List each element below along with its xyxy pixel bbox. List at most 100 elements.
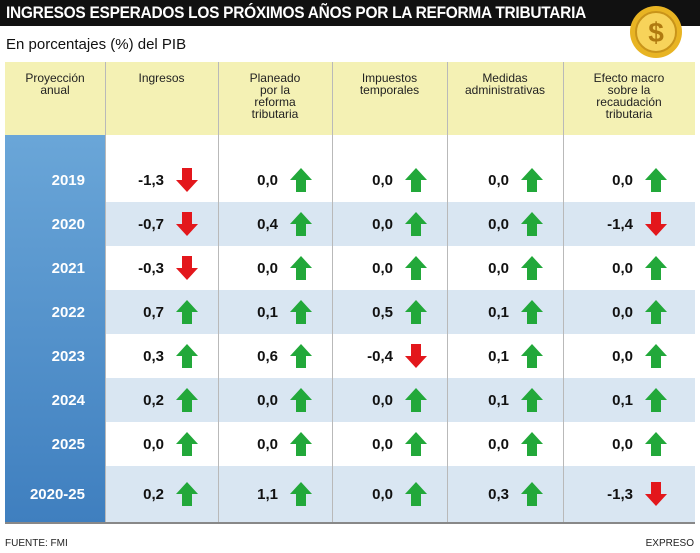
- arrow-shape: [290, 432, 312, 456]
- value-cell: 0,7: [105, 290, 218, 334]
- value: 0,0: [372, 435, 393, 453]
- value-cell: 0,0: [447, 246, 563, 290]
- year-cell: 2021: [51, 259, 85, 277]
- value: -0,3: [138, 259, 164, 277]
- value: 0,0: [257, 171, 278, 189]
- arrow-down: [176, 256, 198, 280]
- value-cell: 0,0: [218, 422, 332, 466]
- column-divider: [447, 62, 448, 522]
- value-cell: -1,4: [563, 202, 695, 246]
- value-cell: 0,0: [218, 378, 332, 422]
- value-cell: 0,1: [218, 290, 332, 334]
- arrow-up: [405, 300, 427, 324]
- value-cell: -0,3: [105, 246, 218, 290]
- arrow-up: [405, 388, 427, 412]
- arrow-down: [645, 212, 667, 236]
- arrow-shape: [176, 300, 198, 324]
- arrow-up: [405, 168, 427, 192]
- arrow-shape: [645, 482, 667, 506]
- header-text: Efecto macro sobre la recaudación tribut…: [593, 71, 665, 121]
- year-cell: 2023: [51, 347, 85, 365]
- value-cell: 0,2: [105, 466, 218, 522]
- arrow-shape: [645, 256, 667, 280]
- arrow-up: [521, 256, 543, 280]
- arrow-shape: [405, 212, 427, 236]
- arrow-shape: [290, 388, 312, 412]
- value-cell: 0,0: [105, 422, 218, 466]
- row-shade: [105, 290, 695, 334]
- column-divider: [218, 62, 219, 522]
- year-cell: 2020: [51, 215, 85, 233]
- arrow-up: [176, 388, 198, 412]
- arrow-up: [645, 344, 667, 368]
- row-shade: [105, 202, 695, 246]
- value: 0,0: [612, 259, 633, 277]
- arrow-shape: [176, 256, 198, 280]
- value: 0,0: [488, 171, 509, 189]
- arrow-shape: [176, 388, 198, 412]
- header-text: Planeado por la reforma tributaria: [249, 71, 301, 121]
- title-text: INGRESOS ESPERADOS LOS PRÓXIMOS AÑOS POR…: [6, 3, 586, 22]
- arrow-down: [176, 168, 198, 192]
- year-cell: 2022: [51, 303, 85, 321]
- arrow-up: [176, 482, 198, 506]
- value-cell: 1,1: [218, 466, 332, 522]
- column-header: Efecto macro sobre la recaudación tribut…: [563, 62, 695, 135]
- arrow-shape: [645, 300, 667, 324]
- row-shade: [105, 466, 695, 522]
- arrow-up: [521, 432, 543, 456]
- arrow-shape: [645, 212, 667, 236]
- arrow-shape: [405, 168, 427, 192]
- header-text: Proyección anual: [25, 71, 85, 97]
- value-cell: 0,0: [447, 422, 563, 466]
- value: -1,3: [607, 485, 633, 503]
- value-cell: -0,4: [332, 334, 447, 378]
- arrow-shape: [290, 344, 312, 368]
- arrow-up: [290, 300, 312, 324]
- value-cell: -0,7: [105, 202, 218, 246]
- value: 0,2: [143, 391, 164, 409]
- column-header: Ingresos: [105, 62, 218, 135]
- value-cell: 0,0: [332, 202, 447, 246]
- arrow-up: [405, 256, 427, 280]
- arrow-shape: [405, 432, 427, 456]
- arrow-up: [645, 256, 667, 280]
- arrow-up: [405, 432, 427, 456]
- value: 1,1: [257, 485, 278, 503]
- arrow-shape: [645, 388, 667, 412]
- arrow-shape: [290, 168, 312, 192]
- value: 0,0: [143, 435, 164, 453]
- value: 0,6: [257, 347, 278, 365]
- value: 0,0: [257, 435, 278, 453]
- value: 0,5: [372, 303, 393, 321]
- arrow-up: [645, 168, 667, 192]
- header-text: Impuestos temporales: [359, 71, 420, 97]
- arrow-up: [176, 432, 198, 456]
- value-cell: 0,0: [563, 290, 695, 334]
- arrow-shape: [176, 344, 198, 368]
- value: 0,0: [488, 215, 509, 233]
- value: 0,1: [488, 391, 509, 409]
- value: -1,3: [138, 171, 164, 189]
- value: 0,2: [143, 485, 164, 503]
- value-cell: 0,6: [218, 334, 332, 378]
- value-cell: 0,0: [332, 158, 447, 202]
- value-cell: 0,0: [332, 422, 447, 466]
- table-bottom: [5, 522, 695, 524]
- value-cell: 0,1: [447, 290, 563, 334]
- value: 0,0: [612, 171, 633, 189]
- arrow-shape: [290, 212, 312, 236]
- value: 0,0: [488, 259, 509, 277]
- source: FUENTE: FMI: [5, 538, 68, 549]
- arrow-up: [645, 432, 667, 456]
- arrow-shape: [521, 388, 543, 412]
- value-cell: 0,0: [218, 246, 332, 290]
- value: 0,0: [612, 347, 633, 365]
- value-cell: 0,0: [447, 202, 563, 246]
- value-cell: 0,4: [218, 202, 332, 246]
- value-cell: 0,0: [563, 422, 695, 466]
- arrow-up: [645, 300, 667, 324]
- value-cell: 0,1: [447, 378, 563, 422]
- arrow-up: [290, 168, 312, 192]
- arrow-shape: [290, 482, 312, 506]
